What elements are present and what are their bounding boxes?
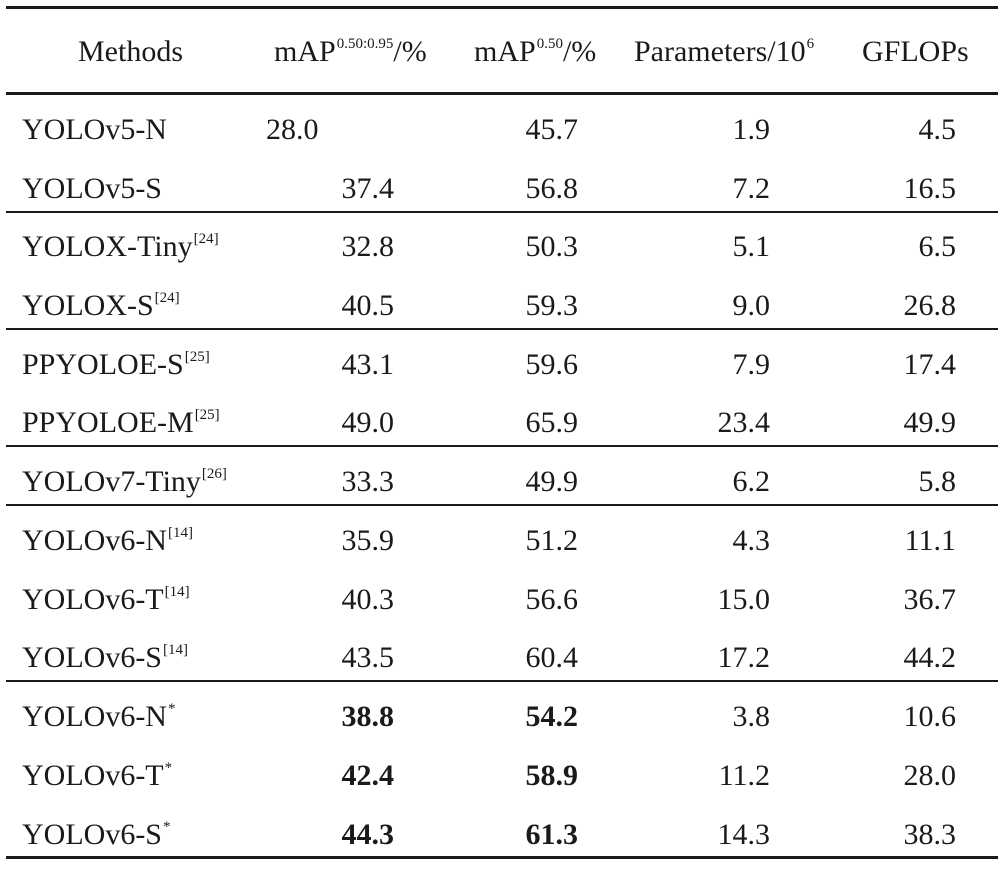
map50-value: 50.3 — [525, 230, 579, 263]
method-name: YOLOv5-N — [22, 113, 167, 146]
gflops-value: 5.8 — [918, 465, 957, 498]
reference-marker: [24] — [154, 290, 180, 306]
map50-value: 65.9 — [525, 406, 579, 439]
map50-value: 51.2 — [525, 524, 579, 557]
map50-value: 45.7 — [525, 113, 579, 146]
map50-value: 58.9 — [525, 759, 579, 792]
bottom-rule — [6, 856, 998, 859]
gflops-value: 16.5 — [903, 172, 957, 205]
reference-marker: [14] — [164, 584, 190, 600]
parameters-value: 3.8 — [732, 700, 771, 733]
group-rule — [6, 504, 998, 506]
group-rule — [6, 211, 998, 213]
map-value: 49.0 — [341, 406, 395, 439]
map-value: 33.3 — [341, 465, 395, 498]
map-value: 37.4 — [341, 172, 395, 205]
gflops-value: 49.9 — [903, 406, 957, 439]
map50-value: 56.8 — [525, 172, 579, 205]
map-value: 43.1 — [341, 348, 395, 381]
gflops-value: 11.1 — [904, 524, 956, 557]
method-name: YOLOv6-T* — [22, 759, 173, 792]
map50-value: 56.6 — [525, 583, 579, 616]
header-map-range: mAP0.50:0.95/% — [274, 35, 427, 68]
map50-value: 60.4 — [525, 641, 579, 674]
header-gflops: GFLOPs — [862, 35, 969, 68]
parameters-value: 23.4 — [717, 406, 771, 439]
method-name: YOLOv6-N* — [22, 700, 176, 733]
reference-marker: * — [167, 701, 176, 717]
group-rule — [6, 680, 998, 682]
map50-value: 49.9 — [525, 465, 579, 498]
parameters-value: 9.0 — [732, 289, 771, 322]
method-name: YOLOv7-Tiny[26] — [22, 465, 227, 498]
map-value: 38.8 — [341, 700, 395, 733]
map-value: 35.9 — [341, 524, 395, 557]
method-name: YOLOv6-S* — [22, 818, 171, 851]
reference-marker: [25] — [194, 407, 220, 423]
parameters-value: 7.9 — [732, 348, 771, 381]
method-name: YOLOv6-N[14] — [22, 524, 193, 557]
parameters-value: 6.2 — [732, 465, 771, 498]
header-rule — [6, 92, 998, 95]
gflops-value: 36.7 — [903, 583, 957, 616]
map50-value: 59.3 — [525, 289, 579, 322]
gflops-value: 38.3 — [903, 818, 957, 851]
reference-marker: * — [164, 760, 173, 776]
reference-marker: [14] — [163, 642, 188, 658]
map50-value: 54.2 — [525, 700, 579, 733]
gflops-value: 6.5 — [918, 230, 957, 263]
top-rule — [6, 6, 998, 9]
reference-marker: * — [163, 819, 171, 835]
map-value: 32.8 — [341, 230, 395, 263]
gflops-value: 4.5 — [918, 113, 957, 146]
gflops-value: 26.8 — [903, 289, 957, 322]
gflops-value: 10.6 — [903, 700, 957, 733]
map-value: 42.4 — [341, 759, 395, 792]
method-name: YOLOv6-S[14] — [22, 641, 188, 674]
method-name: YOLOv5-S — [22, 172, 162, 205]
map-value: 28.0 — [266, 113, 319, 146]
method-name: YOLOv6-T[14] — [22, 583, 190, 616]
header-methods: Methods — [78, 35, 183, 68]
map50-value: 61.3 — [525, 818, 579, 851]
gflops-value: 28.0 — [903, 759, 957, 792]
gflops-value: 17.4 — [903, 348, 957, 381]
reference-marker: [24] — [193, 231, 219, 247]
parameters-value: 15.0 — [717, 583, 771, 616]
parameters-value: 5.1 — [732, 230, 771, 263]
header-parameters: Parameters/106 — [634, 35, 815, 68]
map-value: 44.3 — [341, 818, 395, 851]
reference-marker: [26] — [201, 466, 227, 482]
parameters-value: 14.3 — [717, 818, 771, 851]
parameters-value: 11.2 — [718, 759, 770, 792]
map50-value: 59.6 — [525, 348, 579, 381]
reference-marker: [14] — [167, 525, 193, 541]
parameters-value: 4.3 — [732, 524, 771, 557]
group-rule — [6, 328, 998, 330]
parameters-value: 17.2 — [717, 641, 771, 674]
map-value: 40.5 — [341, 289, 395, 322]
map-value: 43.5 — [341, 641, 395, 674]
parameters-value: 7.2 — [732, 172, 771, 205]
gflops-value: 44.2 — [903, 641, 957, 674]
method-name: YOLOX-Tiny[24] — [22, 230, 219, 263]
map-value: 40.3 — [341, 583, 395, 616]
method-name: PPYOLOE-S[25] — [22, 348, 210, 381]
reference-marker: [25] — [184, 349, 210, 365]
method-name: PPYOLOE-M[25] — [22, 406, 220, 439]
group-rule — [6, 445, 998, 447]
parameters-value: 1.9 — [732, 113, 771, 146]
header-map50: mAP0.50/% — [474, 35, 597, 68]
method-name: YOLOX-S[24] — [22, 289, 180, 322]
